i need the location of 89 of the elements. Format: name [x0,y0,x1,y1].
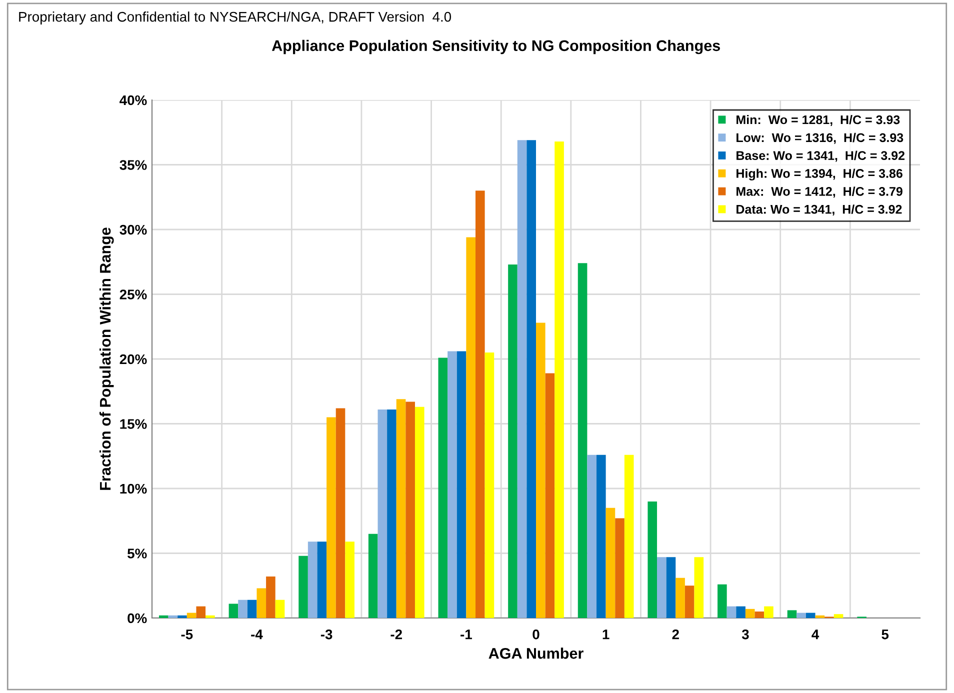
x-tick-label: 5 [882,630,889,640]
bar [684,586,694,618]
bar [466,237,476,618]
y-tick-label: 15% [120,419,147,429]
legend-label: Low: Wo = 1316, H/C = 3.93 [736,132,904,144]
x-tick-label: -4 [251,630,263,640]
bar [256,588,266,618]
bar [456,351,466,618]
bar [238,600,248,618]
bar [754,612,764,618]
bar [764,606,774,618]
bar [587,454,597,618]
bar [545,373,555,618]
bar [694,557,704,618]
bar [648,501,658,618]
bar [326,417,336,618]
y-tick-label: 25% [120,290,147,300]
bar [526,140,536,618]
x-tick-label: 2 [672,629,679,640]
bar [448,351,457,618]
bar [336,408,346,618]
bar [736,606,746,618]
x-axis-title: AGA Number [488,648,584,659]
bar [368,534,378,618]
bar [438,358,448,618]
bar [517,140,527,618]
legend-label: Data: Wo = 1341, H/C = 3.92 [736,204,902,216]
chart-title: Appliance Population Sensitivity to NG Composition Changes [272,40,720,54]
bar [378,410,388,618]
bar [726,606,736,618]
bar [206,615,215,618]
bar [387,410,396,618]
x-tick-label: 0 [532,629,540,640]
bar [298,556,308,618]
y-tick-label: 30% [120,224,147,235]
y-tick-label: 20% [120,354,147,364]
legend-label: High: Wo = 1394, H/C = 3.86 [736,168,902,180]
bar [657,557,666,618]
bar [406,402,415,618]
bar [484,352,494,618]
bar [815,615,825,618]
bar [676,578,685,618]
bar [228,604,238,618]
bar [834,614,844,618]
x-tick-label: -3 [320,629,332,640]
x-tick-label: -1 [460,630,472,640]
bar [624,454,634,618]
bar [554,141,564,618]
bar [158,615,168,618]
bar [247,600,257,618]
y-axis-title: Fraction of Population Within Range [99,228,114,490]
x-tick-label: 4 [812,630,820,640]
bar [266,576,276,618]
bar [317,542,327,618]
legend-label: Base: Wo = 1341, H/C = 3.92 [736,150,905,162]
bar [414,406,424,618]
bar [308,542,318,618]
bar [178,615,187,618]
legend-label: Min: Wo = 1281, H/C = 3.93 [736,115,900,126]
x-tick-label: -2 [390,629,402,640]
legend-label: Max: Wo = 1412, H/C = 3.79 [736,186,902,198]
bar [475,190,485,618]
x-tick-label: 3 [742,629,749,640]
bar [606,508,616,618]
bar [275,600,285,618]
bar [345,542,354,618]
bar [186,612,196,618]
bar [196,606,206,618]
y-tick-label: 0% [128,613,147,624]
bar [718,584,727,618]
bar [596,454,606,618]
x-tick-label: -5 [181,630,193,640]
bar [806,612,816,618]
bar [578,263,588,618]
bar [396,399,406,618]
y-tick-label: 35% [120,160,147,170]
bar [615,518,624,618]
bar [666,557,676,618]
bar [796,612,806,618]
bar [168,615,178,618]
y-tick-label: 40% [120,95,147,106]
text: Proprietary and Confidential to NYSEARCH/NGA, DRAFT Version 4.0 [19,12,452,24]
y-tick-label: 10% [120,484,147,494]
bar [536,322,546,618]
y-tick-label: 5% [127,548,147,558]
bar [745,608,755,618]
bar [787,610,797,618]
x-tick-label: 1 [602,630,610,640]
bar [508,264,518,618]
